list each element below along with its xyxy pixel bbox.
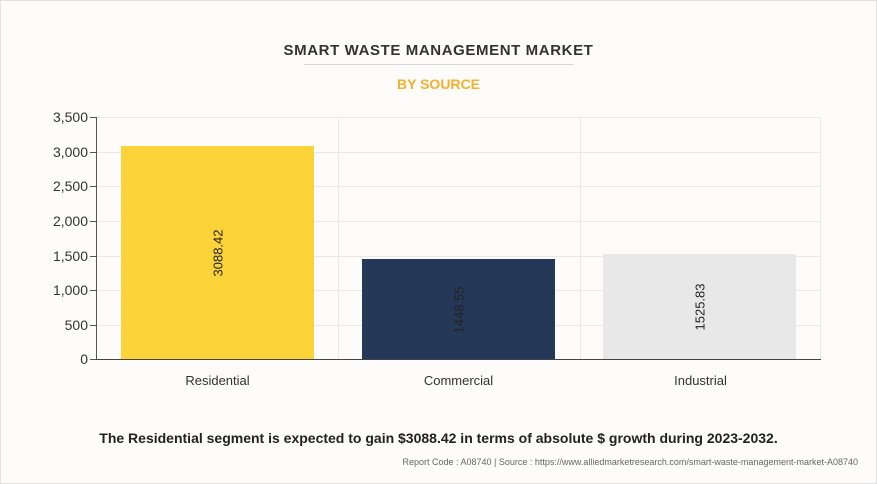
- source-note: Report Code : A08740 | Source : https://…: [402, 457, 858, 467]
- y-tick-label: 3,500: [52, 109, 88, 125]
- y-tick: [90, 117, 96, 118]
- y-tick: [90, 359, 96, 360]
- y-tick-label: 2,500: [52, 178, 88, 194]
- y-tick-label: 500: [64, 317, 88, 333]
- plot-area: 3088.42 1448.55 1525.83: [96, 117, 821, 360]
- y-tick: [90, 221, 96, 222]
- bar-residential[interactable]: 3088.42: [121, 145, 314, 360]
- y-tick: [90, 325, 96, 326]
- chart-subtitle: BY SOURCE: [397, 76, 480, 92]
- chart-title: SMART WASTE MANAGEMENT MARKET: [283, 42, 594, 59]
- x-axis: [96, 359, 821, 360]
- category-gridline: [338, 117, 339, 360]
- bar-value-label: 1448.55: [451, 286, 466, 334]
- y-tick: [90, 152, 96, 153]
- bar-commercial[interactable]: 1448.55: [362, 259, 555, 360]
- category-gridline: [580, 117, 581, 360]
- x-label-industrial: Industrial: [674, 373, 727, 388]
- x-label-residential: Residential: [185, 373, 250, 388]
- category-gridline: [820, 117, 821, 360]
- bar-value-label: 3088.42: [210, 229, 225, 277]
- chart-caption: The Residential segment is expected to g…: [99, 430, 778, 446]
- y-tick-label: 1,000: [52, 282, 88, 298]
- gridline-3500: [96, 117, 821, 118]
- y-tick-label: 3,000: [52, 144, 88, 160]
- gridline-3000: [96, 152, 821, 153]
- gridline-2500: [96, 186, 821, 187]
- y-tick-label: 1,500: [52, 248, 88, 264]
- y-tick: [90, 256, 96, 257]
- bar-industrial[interactable]: 1525.83: [603, 254, 796, 360]
- y-axis: [96, 117, 97, 360]
- gridline-1500: [96, 256, 821, 257]
- y-tick: [90, 290, 96, 291]
- title-divider: [304, 64, 574, 65]
- bar-value-label: 1525.83: [692, 283, 707, 331]
- x-label-commercial: Commercial: [423, 373, 494, 388]
- gridline-2000: [96, 221, 821, 222]
- y-tick: [90, 186, 96, 187]
- y-tick-label: 0: [80, 351, 88, 367]
- y-tick-label: 2,000: [52, 213, 88, 229]
